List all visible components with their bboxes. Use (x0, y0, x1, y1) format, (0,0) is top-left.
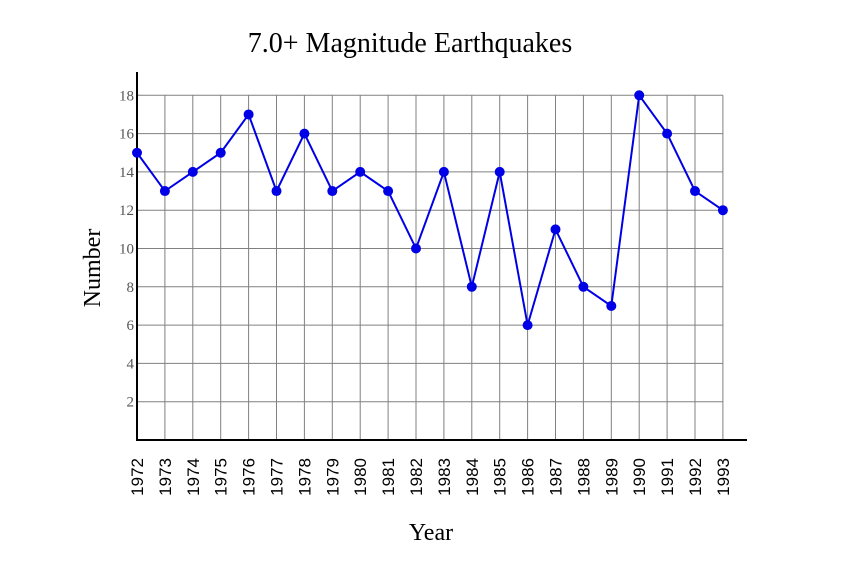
x-axis-ticks: 1972 1973 1974 1975 1976 1977 1978 1979 1980 1981… (128, 458, 733, 496)
data-point (606, 300, 617, 311)
y-tick-label: 8 (127, 280, 135, 296)
chart-title: 7.0+ Magnitude Earthquakes (248, 28, 573, 59)
data-point (494, 166, 505, 177)
data-point (355, 166, 366, 177)
x-tick-label: 1979 (323, 458, 342, 496)
x-tick-label: 1992 (686, 458, 705, 496)
data-point (634, 90, 645, 101)
x-tick-label: 1986 (519, 458, 538, 496)
x-tick-label: 1980 (351, 458, 370, 496)
x-tick-label: 1985 (491, 458, 510, 496)
x-tick-label: 1973 (156, 458, 175, 496)
y-tick-label: 14 (119, 165, 135, 181)
data-point (690, 186, 700, 197)
x-tick-label: 1984 (463, 458, 482, 496)
x-tick-label: 1982 (407, 458, 426, 496)
x-tick-label: 1974 (184, 458, 203, 496)
y-tick-label: 6 (127, 318, 135, 334)
x-tick-label: 1981 (379, 458, 398, 496)
data-point (132, 147, 142, 158)
data-point (215, 147, 226, 158)
x-tick-label: 1983 (435, 458, 454, 496)
x-axis-label: Year (409, 520, 453, 546)
y-axis-label: Number (80, 229, 106, 308)
axes (136, 72, 747, 441)
x-tick-label: 1990 (630, 458, 649, 496)
y-tick-label: 4 (127, 356, 135, 372)
data-point (187, 166, 198, 177)
data-point (271, 186, 282, 197)
data-point (438, 166, 449, 177)
x-tick-label: 1991 (658, 458, 677, 496)
data-point (383, 186, 394, 197)
y-tick-label: 12 (119, 203, 134, 219)
x-tick-label: 1977 (268, 458, 287, 496)
y-tick-label: 16 (119, 127, 135, 143)
data-point (327, 186, 338, 197)
data-point (550, 224, 561, 235)
y-tick-label: 18 (119, 88, 134, 104)
data-point (662, 128, 673, 139)
data-point (578, 281, 589, 292)
y-tick-label: 2 (127, 395, 135, 411)
x-tick-label: 1989 (602, 458, 621, 496)
series-line (136, 92, 724, 326)
x-tick-label: 1972 (128, 458, 147, 496)
y-axis-ticks: 2 4 6 8 10 12 14 16 18 (119, 88, 135, 410)
grid (136, 94, 724, 440)
series (132, 90, 728, 331)
x-tick-label: 1993 (714, 458, 733, 496)
x-tick-label: 1987 (547, 458, 566, 496)
data-point (159, 186, 170, 197)
x-tick-label: 1976 (240, 458, 259, 496)
x-tick-label: 1978 (295, 458, 314, 496)
data-point (243, 109, 254, 120)
data-point (466, 281, 477, 292)
x-tick-label: 1975 (212, 458, 231, 496)
y-tick-label: 10 (119, 242, 134, 258)
data-point (299, 128, 310, 139)
data-point (522, 320, 533, 331)
data-point (717, 205, 728, 216)
x-tick-label: 1988 (574, 458, 593, 496)
data-point (411, 243, 421, 254)
